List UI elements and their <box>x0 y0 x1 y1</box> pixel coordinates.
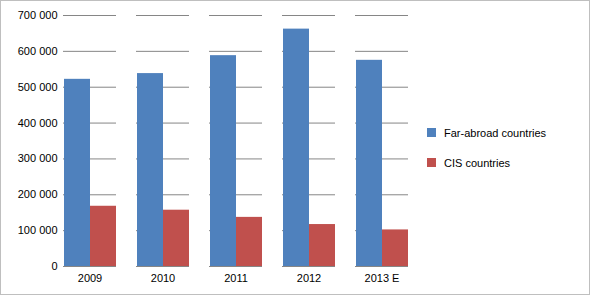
svg-text:2012: 2012 <box>297 272 321 284</box>
svg-text:500 000: 500 000 <box>18 81 58 93</box>
svg-text:200 000: 200 000 <box>18 188 58 200</box>
html-text:Far-abroad countries: Far-abroad countries <box>444 126 547 139</box>
svg-text:300 000: 300 000 <box>18 152 58 164</box>
svg-text:2009: 2009 <box>78 272 102 284</box>
svg-text:2010: 2010 <box>151 272 175 284</box>
svg-text:600 000: 600 000 <box>18 45 58 57</box>
svg-text:400 000: 400 000 <box>18 117 58 129</box>
html-text:CIS countries: CIS countries <box>444 156 510 169</box>
svg-text:2011: 2011 <box>224 272 248 284</box>
svg-text:2013 E: 2013 E <box>365 272 400 284</box>
svg-text:0: 0 <box>51 260 57 272</box>
svg-text:700 000: 700 000 <box>18 9 58 21</box>
svg-text:100 000: 100 000 <box>18 224 58 236</box>
